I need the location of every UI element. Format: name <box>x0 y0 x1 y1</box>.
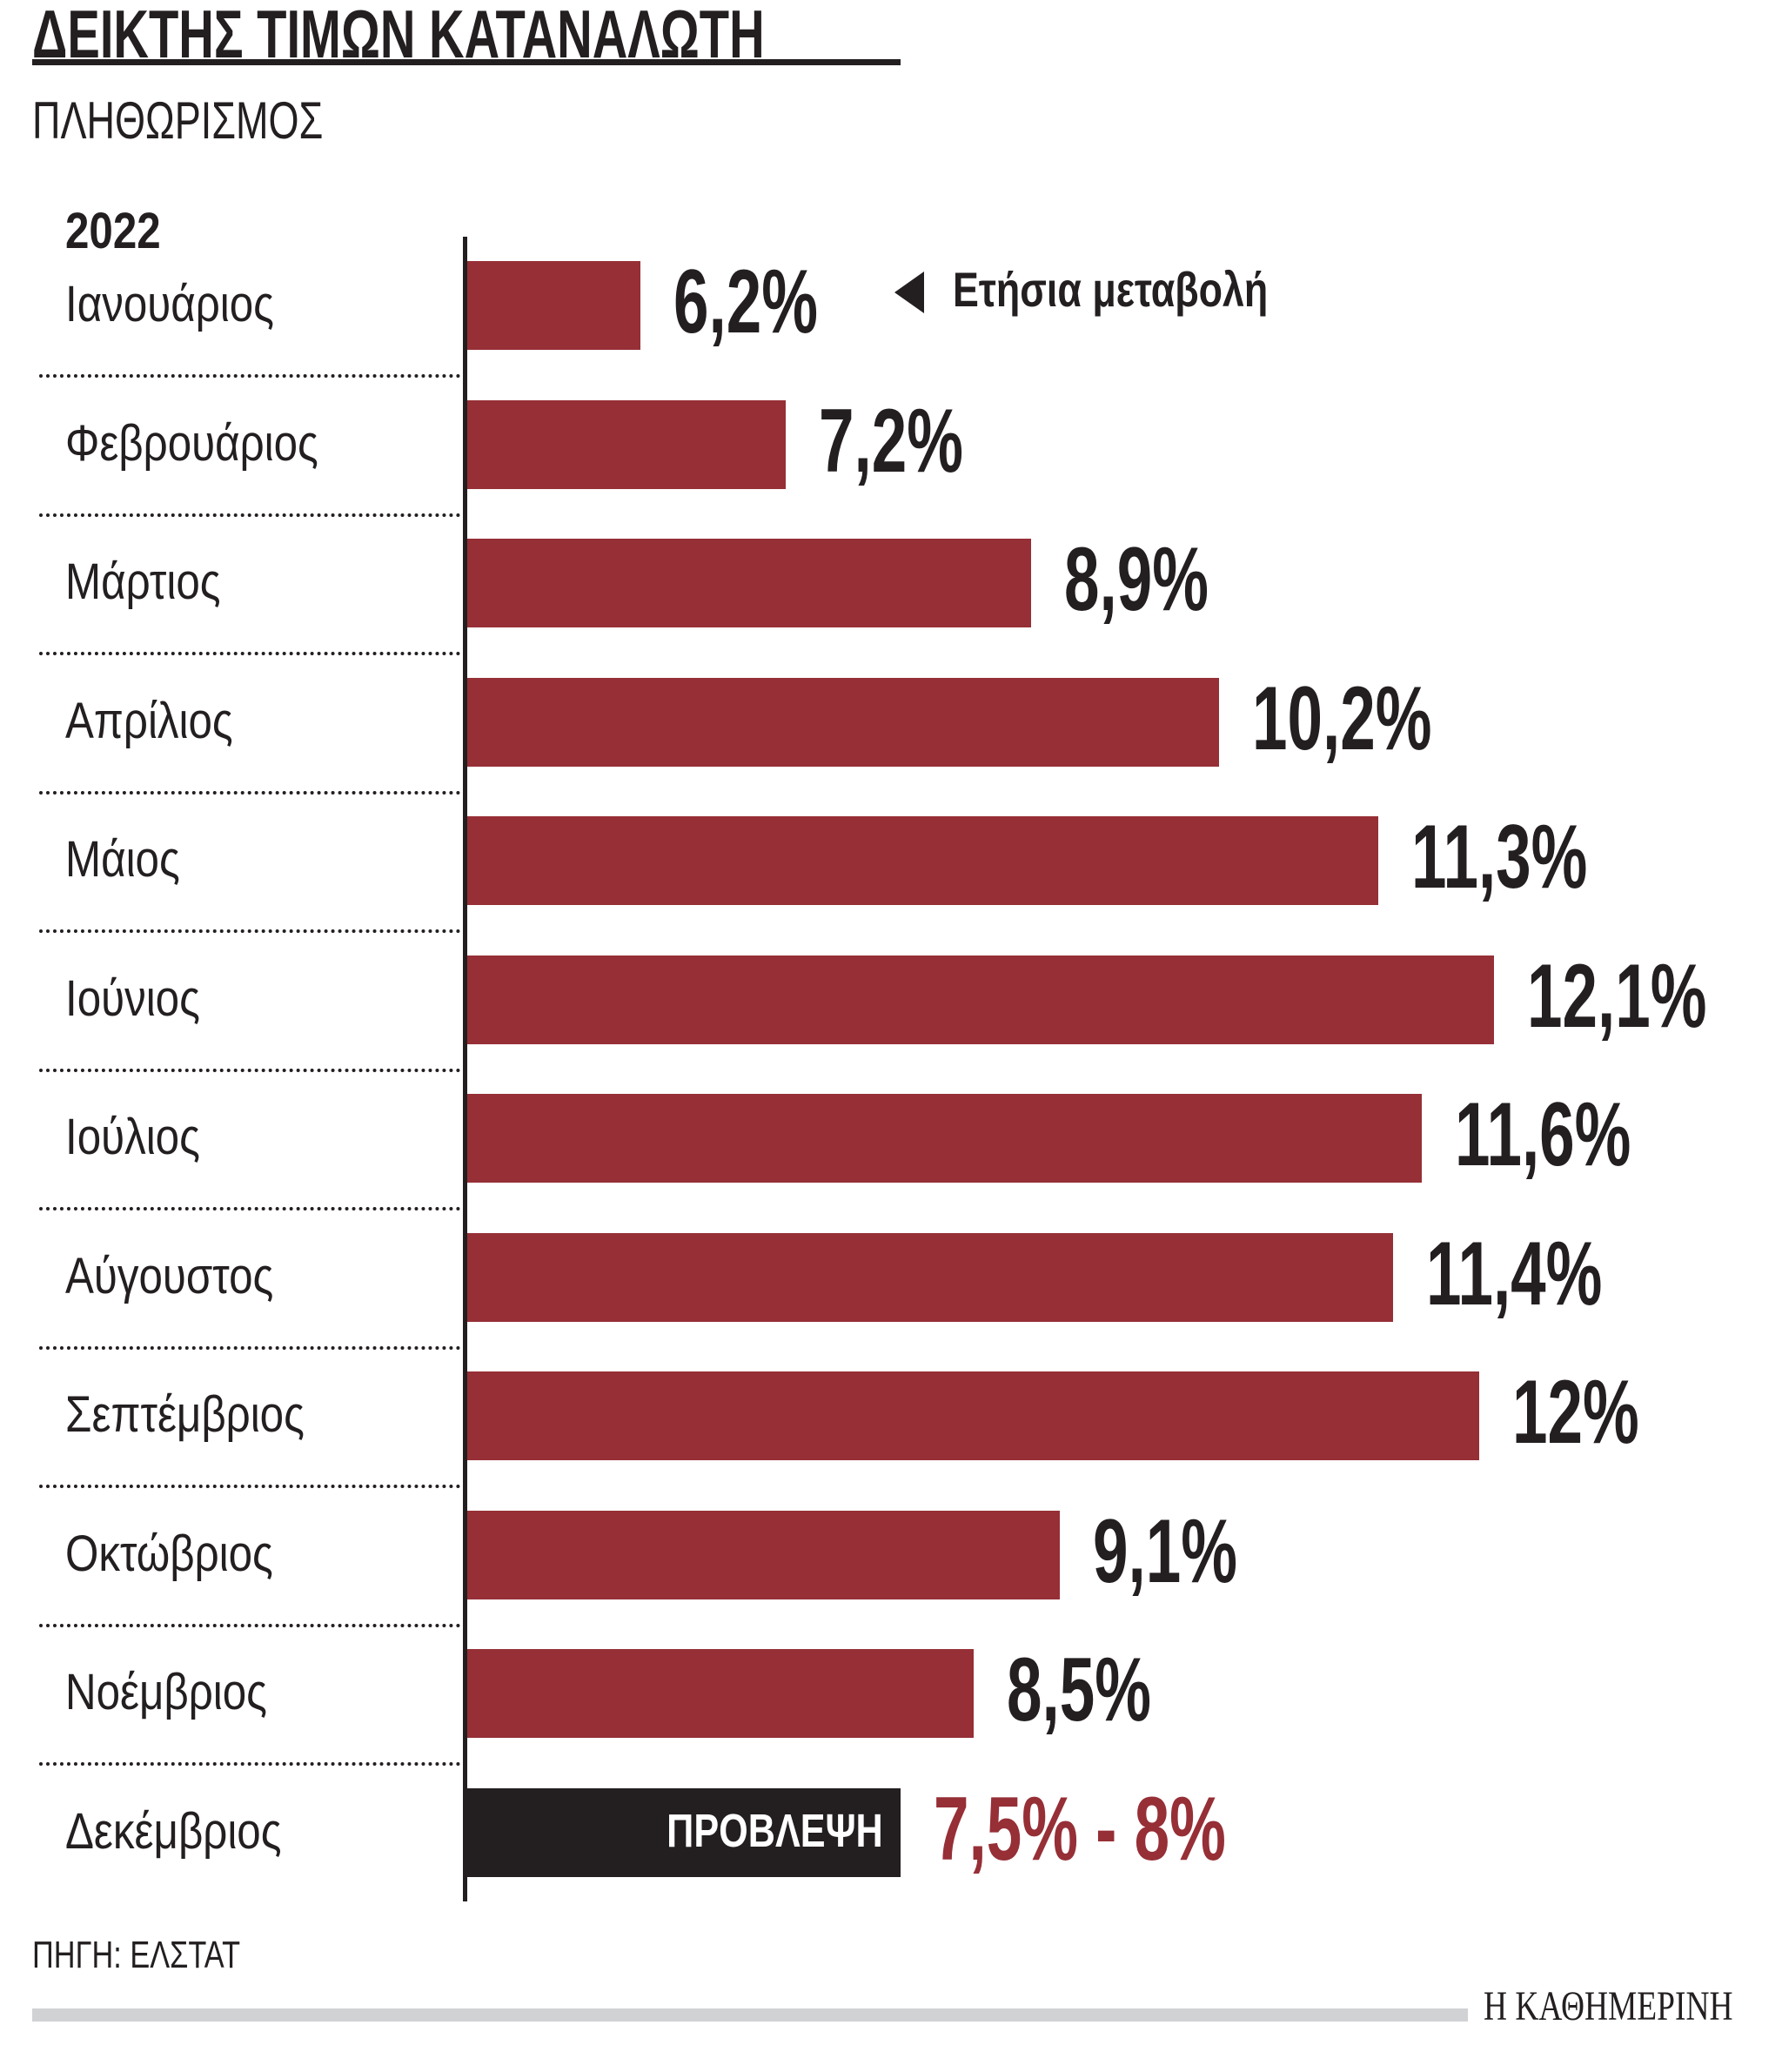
data-label-text: 11,3% <box>1411 807 1588 908</box>
bar <box>467 1232 1393 1322</box>
data-label: 7,2% <box>819 390 1025 493</box>
bar <box>467 677 1220 767</box>
row-divider <box>39 1623 460 1627</box>
month-label-text: Απρίλιος <box>65 692 233 749</box>
forecast-value-label: 7,5% - 8% <box>934 1778 1351 1881</box>
data-label: 11,3% <box>1411 806 1663 909</box>
forecast-label-text: ΠΡΟΒΛΕΨΗ <box>667 1804 883 1857</box>
annotation-label: Ετήσια μεταβολή <box>953 261 1347 318</box>
data-label-text: 6,2% <box>673 251 819 352</box>
data-label: 12% <box>1512 1361 1693 1465</box>
month-label-text: Δεκέμβριος <box>65 1802 282 1860</box>
data-label: 11,6% <box>1455 1083 1706 1187</box>
row-divider <box>39 513 460 517</box>
data-label: 10,2% <box>1252 667 1509 771</box>
bar <box>467 955 1495 1044</box>
month-label: Απρίλιος <box>65 692 263 750</box>
data-label: 8,9% <box>1064 528 1270 632</box>
forecast-label: ΠΡΟΒΛΕΨΗ <box>613 1804 883 1858</box>
row-divider <box>39 1068 460 1072</box>
month-label-text: Μάρτιος <box>65 553 221 610</box>
bar <box>467 399 786 489</box>
month-label: Αύγουστος <box>65 1247 310 1305</box>
row-divider <box>39 790 460 795</box>
y-axis-line <box>463 237 467 1901</box>
row-divider <box>39 1762 460 1766</box>
chart-subtitle-text: ΠΛΗΘΩΡΙΣΜΟΣ <box>32 91 324 150</box>
month-label: Φεβρουάριος <box>65 414 363 473</box>
bar <box>467 1371 1480 1460</box>
month-label-text: Σεπτέμβριος <box>65 1386 305 1443</box>
data-label-text: 10,2% <box>1252 667 1432 769</box>
month-label: Δεκέμβριος <box>65 1802 319 1861</box>
month-label-text: Ιούνιος <box>65 969 200 1027</box>
source-text: ΠΗΓΗ: ΕΛΣΤΑΤ <box>32 1934 241 1976</box>
month-label: Ιούλιος <box>65 1108 224 1166</box>
month-label-text: Φεβρουάριος <box>65 414 318 472</box>
data-label-text: 11,6% <box>1454 1084 1631 1185</box>
annotation-text: Ετήσια μεταβολή <box>953 262 1269 317</box>
year-label: 2022 <box>65 202 178 260</box>
data-label-text: 8,9% <box>1064 529 1209 630</box>
publisher-logo: Η ΚΑΘΗΜΕΡΙΝΗ <box>1484 1982 1782 2030</box>
year-label-text: 2022 <box>65 203 161 259</box>
bar <box>467 816 1379 905</box>
row-divider <box>39 1345 460 1350</box>
month-label-text: Νοέμβριος <box>65 1664 267 1720</box>
data-label-text: 11,4% <box>1425 1223 1603 1324</box>
month-label-text: Αύγουστος <box>65 1247 274 1304</box>
month-label-text: Ιανουάριος <box>65 276 274 332</box>
month-label: Σεπτέμβριος <box>65 1385 346 1444</box>
data-label: 8,5% <box>1007 1639 1213 1742</box>
data-label: 12,1% <box>1527 945 1782 1049</box>
data-label-text: 9,1% <box>1093 1500 1238 1602</box>
month-label-text: Μάιος <box>65 831 180 888</box>
month-label-text: Οκτώβριος <box>65 1525 273 1582</box>
data-label-text: 7,2% <box>818 390 963 492</box>
data-label-text: 12% <box>1512 1362 1640 1463</box>
month-label: Ιούνιος <box>65 969 224 1028</box>
source-note: ΠΗΓΗ: ΕΛΣΤΑΤ <box>32 1934 299 1977</box>
left-arrow-icon <box>894 272 924 313</box>
data-label-text: 7,5% - 8% <box>934 1778 1226 1880</box>
bar <box>467 539 1032 627</box>
row-divider <box>39 374 460 378</box>
row-divider <box>39 652 460 655</box>
month-label: Μάιος <box>65 830 200 888</box>
row-divider <box>39 929 460 933</box>
publisher-logo-text: Η ΚΑΘΗΜΕΡΙΝΗ <box>1484 1983 1733 2029</box>
month-label: Οκτώβριος <box>65 1525 310 1583</box>
row-divider <box>39 1207 460 1210</box>
data-label-text: 8,5% <box>1006 1639 1151 1740</box>
title-underline <box>32 59 901 65</box>
bar <box>467 261 641 350</box>
bar <box>467 1094 1422 1183</box>
bar <box>467 1649 974 1738</box>
month-label-text: Ιούλιος <box>65 1109 200 1165</box>
footer-rule <box>32 2008 1468 2022</box>
data-label: 9,1% <box>1093 1500 1299 1604</box>
month-label: Νοέμβριος <box>65 1663 303 1721</box>
data-label: 11,4% <box>1426 1223 1678 1326</box>
data-label: 6,2% <box>673 251 880 354</box>
chart-subtitle: ΠΛΗΘΩΡΙΣΜΟΣ <box>32 91 420 151</box>
bar <box>467 1510 1061 1599</box>
forecast-bar: ΠΡΟΒΛΕΨΗ <box>467 1787 901 1877</box>
row-divider <box>39 1485 460 1488</box>
month-label: Μάρτιος <box>65 553 248 611</box>
data-label-text: 12,1% <box>1527 945 1707 1047</box>
month-label: Ιανουάριος <box>65 275 311 333</box>
